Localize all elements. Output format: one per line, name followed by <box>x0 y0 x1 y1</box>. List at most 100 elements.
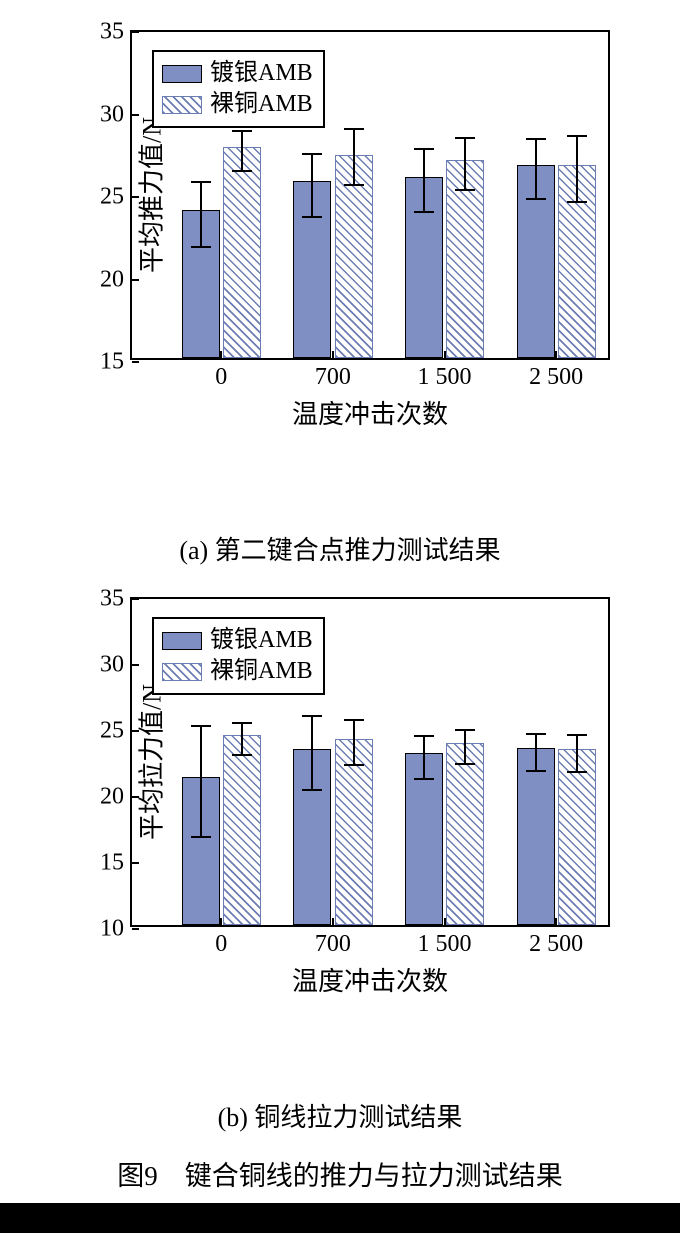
ytick-label: 15 <box>100 349 132 376</box>
error-cap <box>191 181 211 183</box>
error-cap <box>526 138 546 140</box>
error-cap <box>344 128 364 130</box>
chart-a-panel: 152025303507001 5002 500平均推力值/N温度冲击次数镀银A… <box>30 20 650 567</box>
ytick-label: 30 <box>100 101 132 128</box>
legend-swatch <box>162 96 202 114</box>
error-cap <box>191 725 211 727</box>
legend: 镀银AMB裸铜AMB <box>152 50 325 128</box>
error-cap <box>232 754 252 756</box>
error-bar <box>423 736 425 778</box>
bottom-strip <box>0 1203 680 1233</box>
error-bar <box>353 720 355 765</box>
y-axis-label: 平均推力值/N <box>132 117 169 273</box>
xtick-label: 2 500 <box>529 925 583 958</box>
x-axis-label: 温度冲击次数 <box>292 358 448 431</box>
error-cap <box>414 735 434 737</box>
ytick <box>132 598 139 600</box>
error-cap <box>232 170 252 172</box>
error-bar <box>241 723 243 755</box>
error-cap <box>302 789 322 791</box>
bar <box>558 749 596 925</box>
error-bar <box>311 154 313 217</box>
ytick-label: 15 <box>100 850 132 877</box>
xtick <box>555 351 557 358</box>
legend-item: 裸铜AMB <box>162 656 313 687</box>
error-bar <box>576 735 578 772</box>
y-axis-label: 平均拉力值/N <box>132 684 169 840</box>
legend-label: 镀银AMB <box>210 625 313 656</box>
error-cap <box>414 211 434 213</box>
error-bar <box>353 129 355 185</box>
bar <box>223 735 261 925</box>
error-cap <box>414 778 434 780</box>
ytick-label: 20 <box>100 784 132 811</box>
ytick <box>132 664 139 666</box>
error-cap <box>344 764 364 766</box>
legend-swatch <box>162 663 202 681</box>
legend-item: 裸铜AMB <box>162 89 313 120</box>
error-cap <box>455 137 475 139</box>
error-cap <box>567 734 587 736</box>
ytick-label: 35 <box>100 586 132 613</box>
plot-area: 152025303507001 5002 500平均推力值/N温度冲击次数镀银A… <box>130 30 610 360</box>
legend-swatch <box>162 65 202 83</box>
chart-b: 10152025303507001 5002 500平均拉力值/N温度冲击次数镀… <box>50 587 630 1017</box>
error-cap <box>455 189 475 191</box>
chart-b-subcaption: (b) 铜线拉力测试结果 <box>30 1097 650 1134</box>
xtick-label: 0 <box>215 925 227 958</box>
error-cap <box>455 763 475 765</box>
ytick-label: 20 <box>100 266 132 293</box>
bar <box>335 739 373 925</box>
error-cap <box>232 130 252 132</box>
ytick-label: 10 <box>100 916 132 943</box>
x-axis-label: 温度冲击次数 <box>292 925 448 998</box>
error-bar <box>423 149 425 212</box>
error-cap <box>344 184 364 186</box>
xtick <box>555 918 557 925</box>
legend: 镀银AMB裸铜AMB <box>152 617 325 695</box>
error-bar <box>464 730 466 764</box>
bar <box>446 743 484 925</box>
chart-a: 152025303507001 5002 500平均推力值/N温度冲击次数镀银A… <box>50 20 630 450</box>
legend-label: 裸铜AMB <box>210 656 313 687</box>
error-bar <box>200 182 202 246</box>
legend-label: 裸铜AMB <box>210 89 313 120</box>
ytick-label: 25 <box>100 718 132 745</box>
error-bar <box>241 131 243 171</box>
error-bar <box>311 716 313 790</box>
error-cap <box>526 770 546 772</box>
ytick <box>132 928 139 930</box>
bar <box>223 147 261 358</box>
error-cap <box>344 719 364 721</box>
legend-swatch <box>162 632 202 650</box>
error-cap <box>191 246 211 248</box>
legend-item: 镀银AMB <box>162 625 313 656</box>
ytick <box>132 361 139 363</box>
error-cap <box>455 729 475 731</box>
chart-a-subcaption: (a) 第二键合点推力测试结果 <box>30 530 650 567</box>
error-bar <box>576 136 578 202</box>
error-cap <box>302 715 322 717</box>
error-cap <box>567 771 587 773</box>
error-cap <box>567 201 587 203</box>
ytick <box>132 31 139 33</box>
xtick-label: 0 <box>215 358 227 391</box>
error-cap <box>302 153 322 155</box>
bar <box>517 748 555 925</box>
error-cap <box>414 148 434 150</box>
error-bar <box>535 139 537 198</box>
error-cap <box>232 722 252 724</box>
figure-container: 152025303507001 5002 500平均推力值/N温度冲击次数镀银A… <box>0 0 680 1203</box>
error-bar <box>200 726 202 837</box>
ytick <box>132 114 139 116</box>
error-cap <box>302 216 322 218</box>
error-cap <box>526 733 546 735</box>
error-cap <box>191 836 211 838</box>
legend-label: 镀银AMB <box>210 58 313 89</box>
error-cap <box>567 135 587 137</box>
ytick-label: 25 <box>100 184 132 211</box>
ytick-label: 35 <box>100 19 132 46</box>
chart-b-panel: 10152025303507001 5002 500平均拉力值/N温度冲击次数镀… <box>30 587 650 1134</box>
error-cap <box>526 198 546 200</box>
xtick-label: 2 500 <box>529 358 583 391</box>
